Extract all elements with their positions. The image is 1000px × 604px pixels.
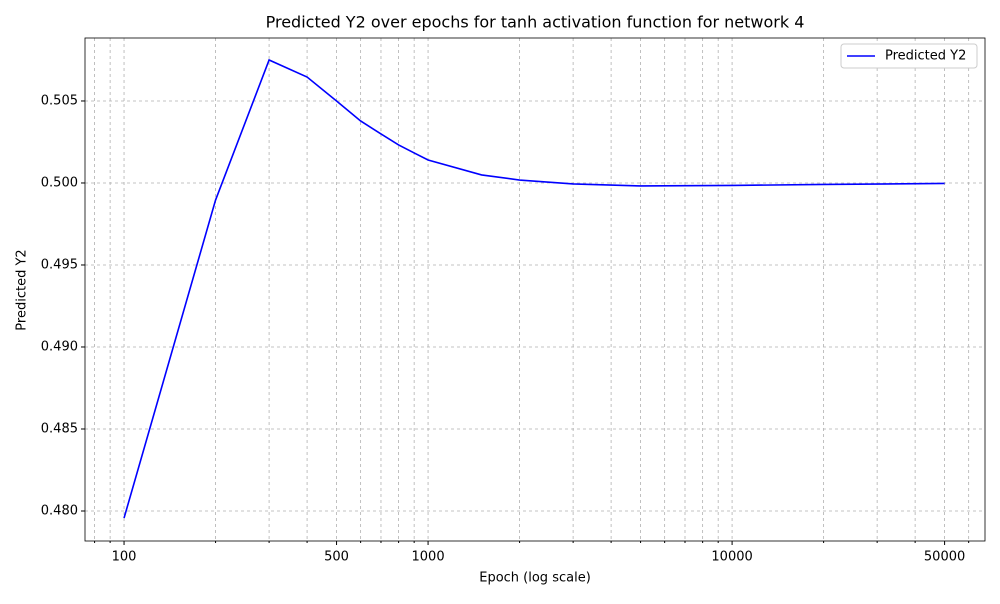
- y-tick-label: 0.505: [41, 93, 78, 108]
- legend: Predicted Y2: [840, 43, 978, 69]
- plot-frame: [84, 37, 986, 542]
- y-tick-label: 0.495: [41, 257, 78, 272]
- x-axis-label: Epoch (log scale): [479, 571, 591, 586]
- legend-label: Predicted Y2: [885, 49, 966, 64]
- x-tick-label: 10000: [711, 550, 752, 565]
- x-tick-label: 500: [324, 550, 349, 565]
- chart-title: Predicted Y2 over epochs for tanh activa…: [266, 13, 805, 32]
- y-tick-label: 0.490: [41, 339, 78, 354]
- y-axis-label: Predicted Y2: [15, 249, 30, 330]
- legend-box: [840, 43, 978, 69]
- x-tick-label: 1000: [412, 550, 445, 565]
- x-tick-label: 50000: [924, 550, 965, 565]
- y-tick-label: 0.480: [41, 503, 78, 518]
- x-tick-label: 100: [112, 550, 137, 565]
- data-line: [123, 58, 945, 519]
- y-tick-label: 0.500: [41, 175, 78, 190]
- y-tick-label: 0.485: [41, 421, 78, 436]
